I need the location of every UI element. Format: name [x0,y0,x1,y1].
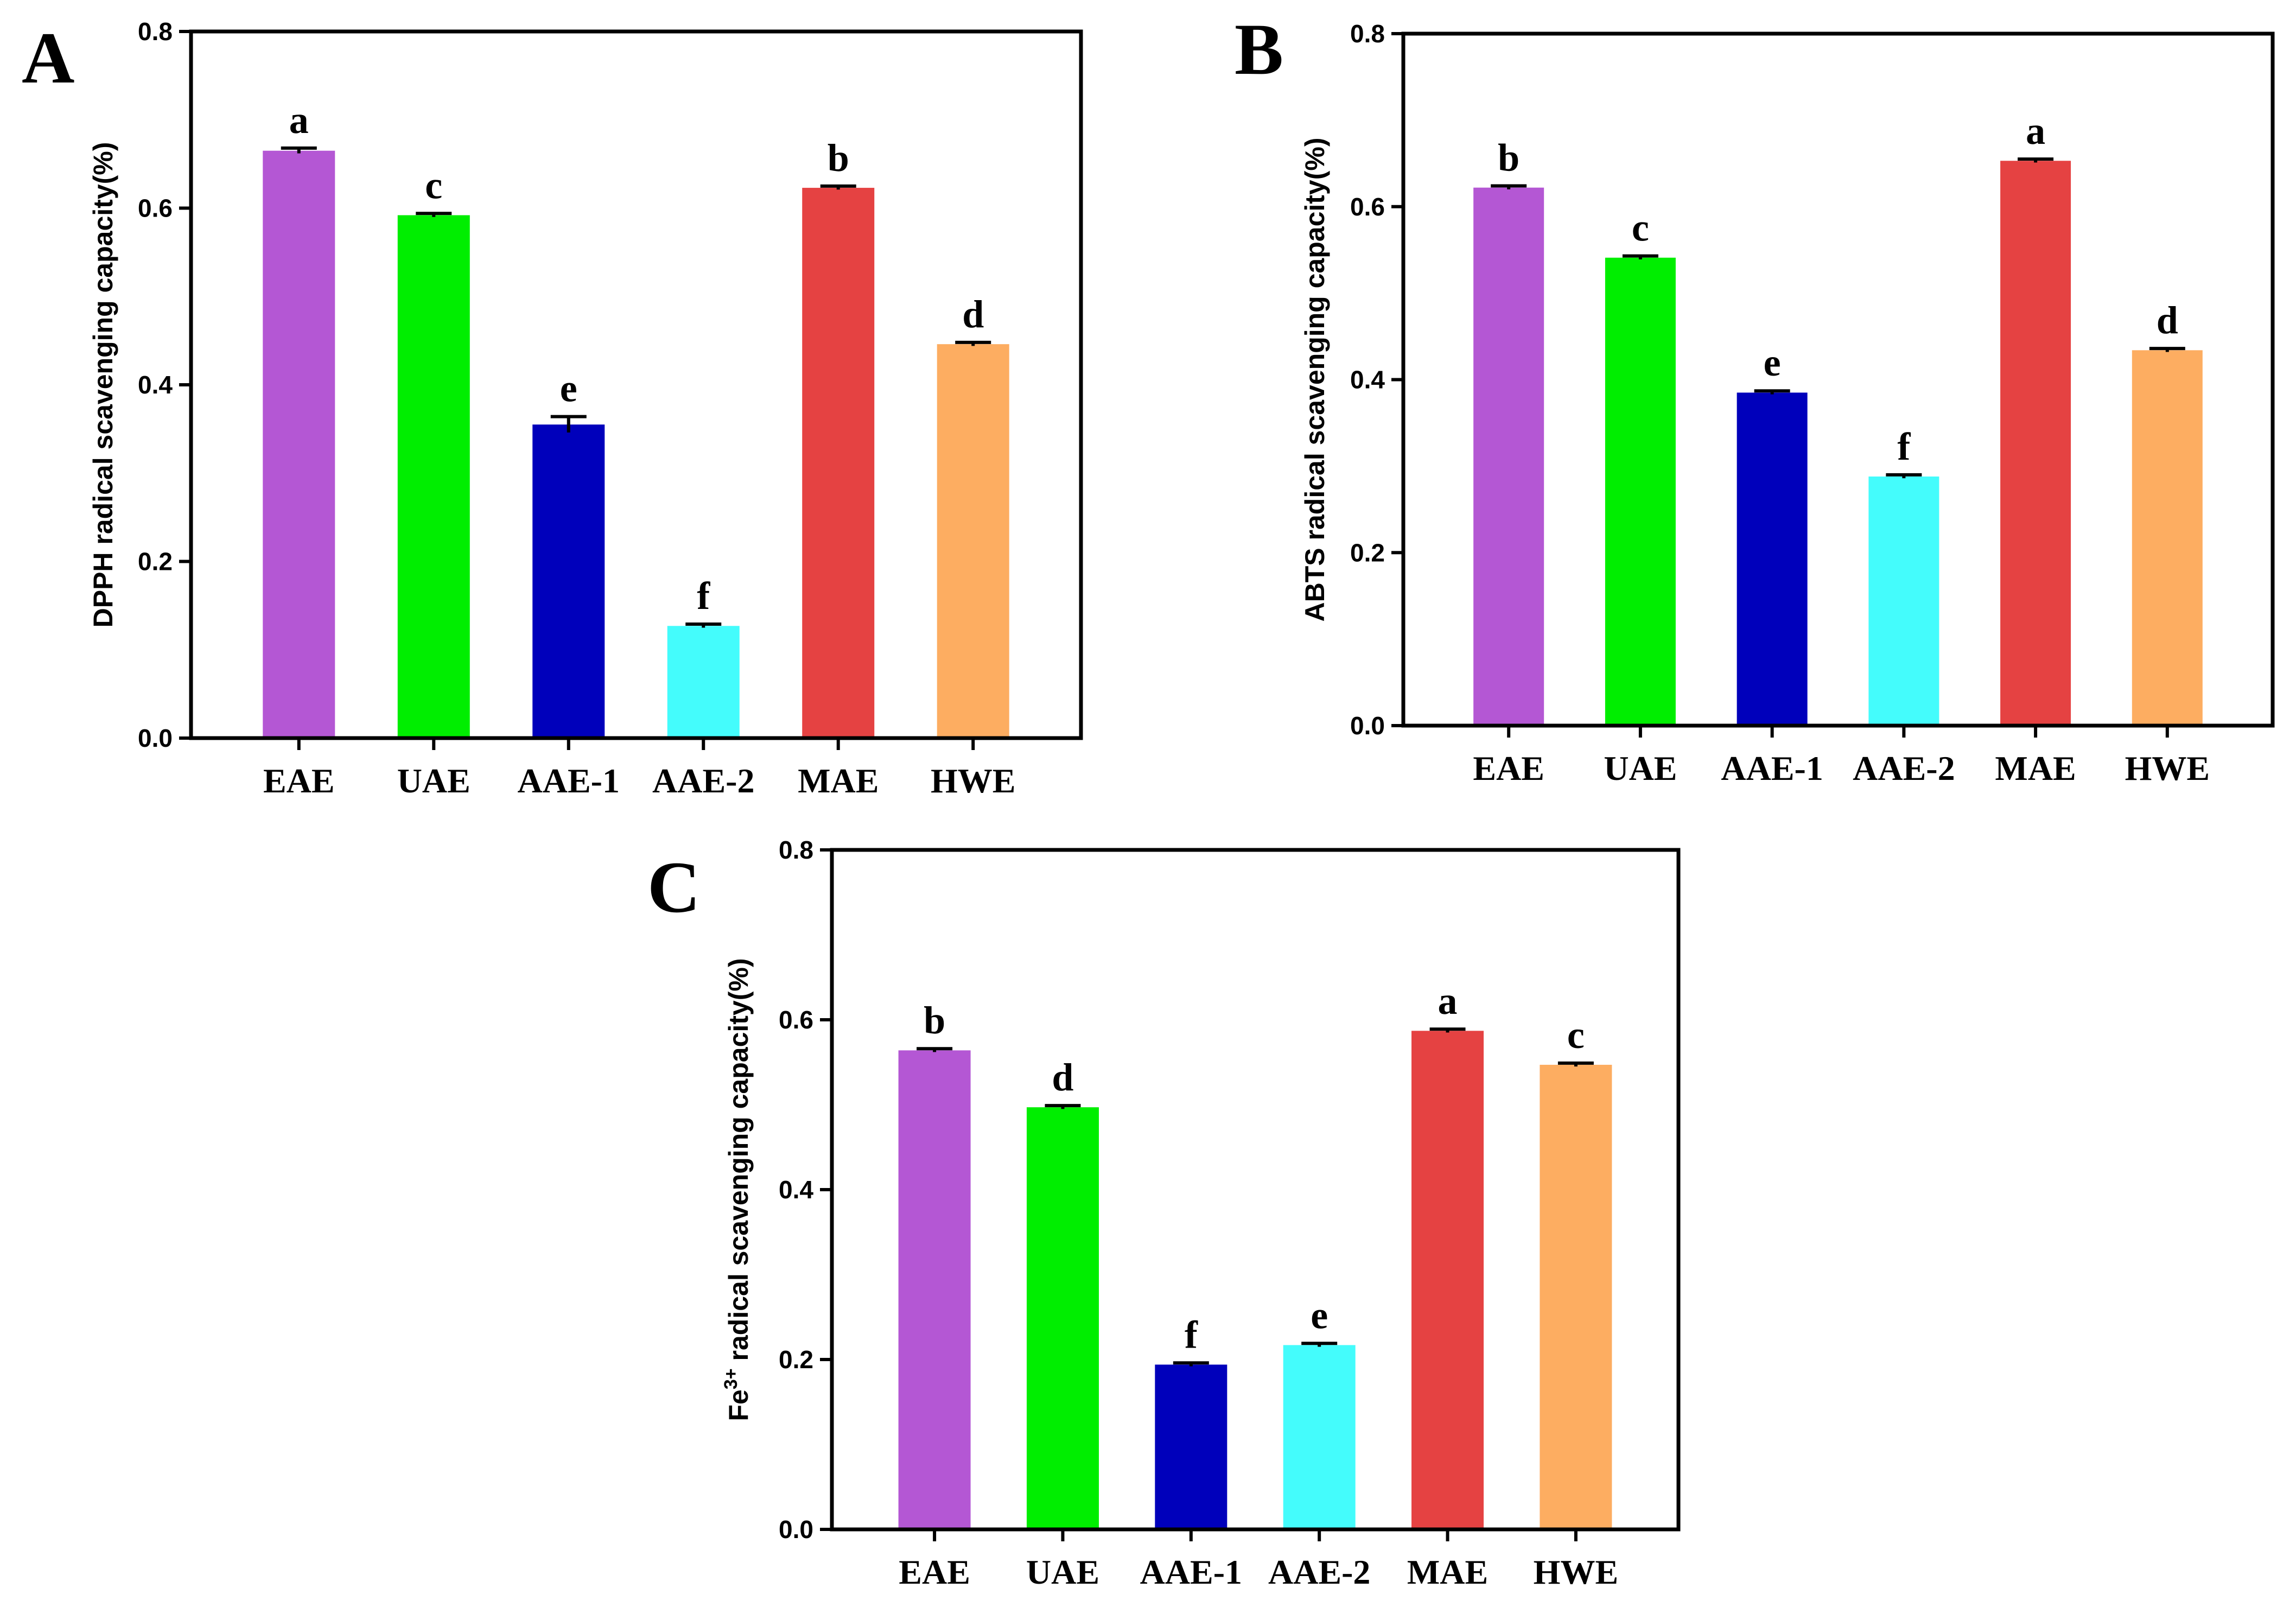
bar-aae-2 [1868,477,1939,726]
significance-label: f [1897,425,1911,468]
y-tick-label: 0.8 [138,17,173,46]
error-bar-hwe [2149,347,2185,352]
x-tick-label: EAE [899,1553,970,1591]
error-bar-aae-1 [1754,389,1790,395]
y-tick-label: 0.8 [779,836,813,864]
bar-aae-1 [532,424,605,738]
chart-panel-a: a c e f b d 0.0 0.2 0.4 0.6 0.8 EAE UAE AAE-1 AAE-2 MAE… [22,17,1083,800]
bar-aae-2 [1283,1345,1356,1529]
significance-label: d [962,293,984,336]
y-tick-label: 0.6 [1350,193,1385,221]
bar-eae [1473,187,1544,726]
significance-label: e [1764,341,1781,384]
bar-eae [898,1050,971,1529]
y-tick-label: 0.2 [779,1345,813,1374]
chart-panel-b: b c e f a d 0.0 0.2 0.4 0.6 0.8 EAE UAE AAE-1 AAE-2 MAE… [1235,9,2275,787]
bar-mae [1411,1031,1484,1529]
x-tick-label: HWE [1534,1553,1618,1591]
y-tick-label: 0.4 [138,371,173,399]
y-tick-label: 0.2 [138,548,173,576]
x-tick-label: UAE [397,761,470,800]
significance-label: a [289,98,309,142]
error-bar-uae [416,212,452,217]
y-tick-label: 0.4 [1350,366,1385,394]
y-tick-label: 0.0 [779,1515,813,1544]
x-tick-label: AAE-1 [518,761,620,800]
significance-label: d [2157,298,2178,342]
error-bar-mae [2018,157,2054,163]
bar-uae [1026,1107,1099,1529]
x-tick-label: AAE-2 [1853,749,1955,787]
error-bar-hwe [1557,1061,1594,1067]
x-tick-label: AAE-1 [1721,749,1823,787]
bar-mae [802,188,875,738]
significance-label: b [1498,136,1519,180]
error-bar-eae [917,1047,953,1052]
bar-uae [1605,257,1676,726]
panel-letter: A [22,18,75,99]
error-bar-uae [1045,1104,1081,1109]
significance-label: e [560,367,577,410]
x-tick-label: MAE [798,761,879,800]
bar-hwe [937,344,1009,738]
significance-label: d [1052,1056,1073,1099]
significance-label: c [1567,1013,1585,1057]
significance-label: f [697,574,710,618]
error-bar-mae [1429,1027,1466,1033]
bar-mae [2000,161,2071,726]
significance-label: c [425,163,442,207]
y-axis-label: ABTS radical scavenging capacity(%) [1300,138,1330,622]
x-tick-label: UAE [1604,749,1677,787]
x-tick-label: AAE-2 [652,761,754,800]
x-tick-label: MAE [1407,1553,1488,1591]
x-tick-label: HWE [931,761,1015,800]
bar-eae [263,150,335,738]
significance-label: b [828,136,849,180]
significance-label: e [1311,1293,1328,1337]
bar-uae [397,215,470,738]
error-bar-hwe [955,340,991,346]
y-tick-label: 0.6 [138,194,173,223]
error-bar-eae [1491,184,1527,189]
chart-panel-c: b d f e a c 0.0 0.2 0.4 0.6 0.8 EAE UAE AAE-1 AAE-2 MAE… [647,836,1681,1591]
y-axis-label: DPPH radical scavenging capacity(%) [88,142,118,628]
significance-label: b [924,999,945,1042]
x-tick-label: EAE [1473,749,1544,787]
bar-hwe [2132,350,2203,726]
x-tick-label: AAE-2 [1268,1553,1370,1591]
error-bar-aae-1 [550,415,587,433]
x-tick-label: MAE [1995,749,2076,787]
panel-letter: C [647,847,701,928]
significance-label: c [1632,206,1649,250]
x-tick-label: UAE [1026,1553,1099,1591]
error-bar-aae-2 [1301,1342,1338,1347]
bar-hwe [1540,1064,1612,1529]
x-tick-label: AAE-1 [1140,1553,1242,1591]
error-bar-aae-1 [1173,1361,1209,1367]
y-tick-label: 0.4 [779,1176,813,1204]
significance-label: f [1185,1313,1198,1356]
panel-letter: B [1235,9,1283,90]
y-tick-label: 0.6 [779,1006,813,1034]
y-tick-label: 0.0 [138,724,173,752]
bar-aae-1 [1155,1364,1227,1529]
bar-aae-1 [1737,392,1808,726]
error-bar-aae-2 [685,623,722,628]
error-bar-uae [1622,254,1658,259]
y-tick-label: 0.0 [1350,712,1385,740]
bar-aae-2 [667,626,740,738]
significance-label: a [2026,109,2045,153]
x-tick-label: EAE [263,761,335,800]
y-axis-label: Fe3+ radical scavenging capacity(%) [721,958,754,1421]
error-bar-mae [820,184,856,190]
y-tick-label: 0.2 [1350,538,1385,567]
error-bar-aae-2 [1886,473,1922,479]
error-bar-eae [281,146,317,154]
y-tick-label: 0.8 [1350,20,1385,48]
x-tick-label: HWE [2125,749,2210,787]
significance-label: a [1438,979,1458,1022]
